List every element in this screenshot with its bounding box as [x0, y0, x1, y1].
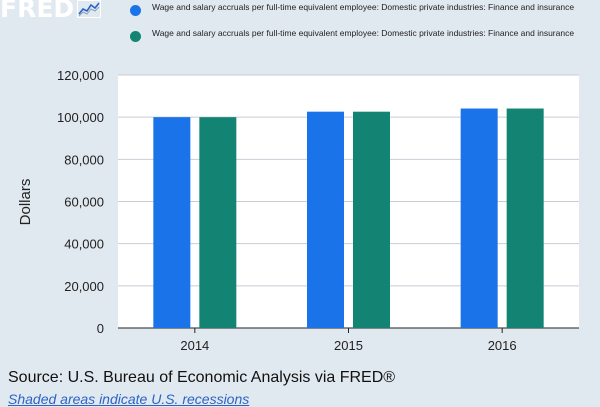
legend-item-series-2: Wage and salary accruals per full-time e… [128, 28, 596, 46]
bar-series-2-2014 [199, 117, 237, 329]
legend-item-series-1: Wage and salary accruals per full-time e… [128, 2, 596, 20]
source-text: Source: U.S. Bureau of Economic Analysis… [8, 369, 396, 386]
fred-line-chart-icon [77, 0, 102, 18]
bar-series-2-2015 [353, 111, 390, 328]
y-tick-label: 40,000 [64, 237, 104, 252]
bar-series-1-2014 [153, 117, 191, 329]
y-tick-label: 80,000 [64, 152, 104, 167]
y-tick-label: 100,000 [57, 110, 104, 125]
x-tick-label: 2015 [334, 338, 363, 353]
fred-logo-text: FRED [0, 0, 75, 23]
bar-series-1-2015 [307, 111, 344, 328]
y-tick-label: 120,000 [57, 68, 104, 83]
y-tick-label: 0 [97, 321, 104, 336]
bars [153, 108, 544, 329]
legend-label-series-1: Wage and salary accruals per full-time e… [152, 2, 575, 12]
legend-swatch-series-2 [130, 31, 141, 42]
legend-swatch-series-1 [130, 5, 141, 16]
y-axis-ticks: 0 20,000 40,000 60,000 80,000 100,000 120,000 [57, 68, 104, 336]
x-tick-label: 2014 [180, 338, 209, 353]
recession-note-link[interactable]: Shaded areas indicate U.S. recessions [8, 391, 250, 407]
fred-logo[interactable]: FRED [0, 0, 102, 23]
x-axis-ticks: 2014 2015 2016 [180, 328, 517, 353]
legend-label-series-2: Wage and salary accruals per full-time e… [152, 28, 575, 38]
bar-series-1-2016 [460, 108, 498, 329]
chart-legend: Wage and salary accruals per full-time e… [128, 2, 596, 54]
y-tick-label: 20,000 [64, 279, 104, 294]
bar-series-2-2016 [506, 108, 544, 329]
x-tick-label: 2016 [488, 338, 517, 353]
y-axis-label: Dollars [17, 179, 34, 226]
y-tick-label: 60,000 [64, 195, 104, 210]
